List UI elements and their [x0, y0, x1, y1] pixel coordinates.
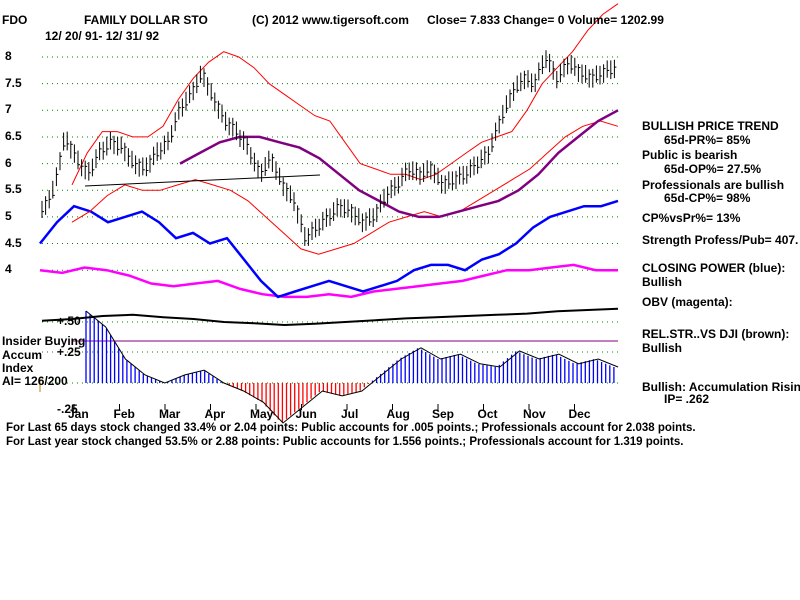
x-tick-apr: Apr	[204, 407, 226, 421]
trend-pr: 65d-PR%= 85%	[664, 133, 751, 147]
footer-line-65d: For Last 65 days stock changed 33.4% or …	[6, 422, 696, 434]
plus50-label: +.50	[57, 314, 81, 328]
x-tick-sep: Sep	[432, 407, 455, 421]
footer-line-year: For Last year stock changed 53.5% or 2.8…	[6, 436, 684, 448]
y-tick-7.5: 7.5	[5, 75, 22, 90]
x-tick-dec: Dec	[568, 407, 591, 421]
y-tick-6: 6	[5, 155, 12, 170]
y-tick-4: 4	[5, 262, 12, 277]
x-tick-may: May	[250, 407, 274, 421]
closing-power-state: Bullish	[642, 275, 683, 289]
closing-power-line	[39, 199, 619, 299]
x-tick-mar: Mar	[159, 407, 181, 421]
relstr-line	[41, 307, 619, 327]
ticker: FDO	[2, 13, 28, 27]
ip-value: IP= .262	[664, 392, 710, 406]
ai-label: AI= 126/200	[2, 374, 68, 388]
obv-line	[39, 263, 618, 299]
y-tick-5: 5	[5, 208, 12, 223]
x-tick-oct: Oct	[477, 407, 498, 421]
obv-label: OBV (magenta):	[642, 295, 733, 309]
y-tick-7: 7	[5, 102, 12, 117]
pros-title: Professionals are bullish	[642, 178, 785, 192]
y-tick-4.5: 4.5	[5, 235, 22, 250]
relstr-label: REL.STR..VS DJI (brown):	[642, 327, 790, 341]
quote-line: Close= 7.833 Change= 0 Volume= 1202.99	[427, 13, 664, 27]
x-tick-jun: Jun	[295, 407, 317, 421]
y-tick-6.5: 6.5	[5, 128, 22, 143]
x-tick-feb: Feb	[113, 407, 135, 421]
x-tick-jan: Jan	[68, 407, 89, 421]
x-tick-jul: Jul	[341, 407, 359, 421]
lower-band-line	[71, 120, 619, 255]
long-ma-line	[179, 109, 619, 219]
pros-cp: 65d-CP%= 98%	[664, 191, 751, 205]
date-range: 12/ 20/ 91- 12/ 31/ 92	[45, 29, 160, 43]
strength: Strength Profess/Pub= 407.	[642, 233, 799, 247]
copyright: (C) 2012 www.tigersoft.com	[252, 13, 409, 27]
trendline	[84, 174, 321, 187]
minus25-label: -.25	[57, 402, 78, 416]
trend-title: BULLISH PRICE TREND	[642, 119, 779, 133]
y-tick-5.5: 5.5	[5, 182, 22, 197]
plus25-label: +.25	[57, 345, 81, 359]
accum-state: Bullish: Accumulation Rising	[642, 380, 800, 394]
public-title: Public is bearish	[642, 148, 738, 162]
cpvspr: CP%vsPr%= 13%	[642, 211, 741, 225]
company-name: FAMILY DOLLAR STO	[84, 13, 208, 27]
upper-band-line	[71, 3, 619, 186]
x-tick-nov: Nov	[523, 407, 546, 421]
accum-index-line	[85, 310, 619, 424]
accum-label: Accum	[2, 348, 43, 362]
insider-buying-label: Insider Buying	[2, 334, 86, 348]
public-op: 65d-OP%= 27.5%	[664, 162, 762, 176]
index-label: Index	[2, 361, 34, 375]
relstr-state: Bullish	[642, 341, 683, 355]
x-tick-aug: Aug	[386, 407, 410, 421]
closing-power-label: CLOSING POWER (blue):	[642, 261, 786, 275]
y-tick-8: 8	[5, 49, 12, 63]
